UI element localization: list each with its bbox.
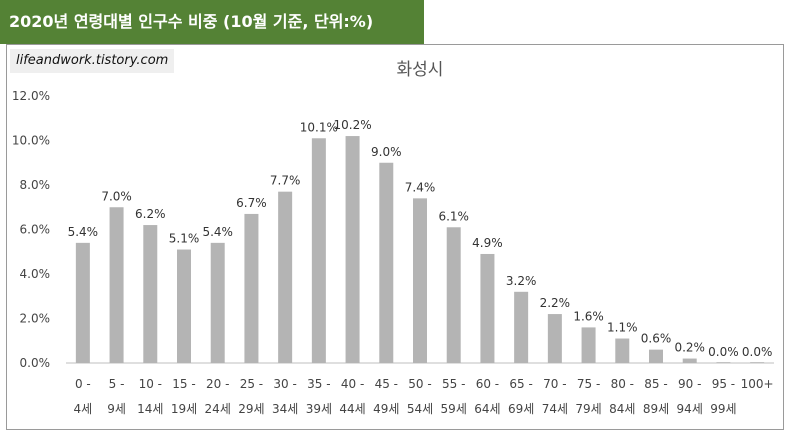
x-tick-label: 50 -	[408, 377, 431, 391]
x-tick-label: 85 -	[644, 377, 667, 391]
y-tick-label: 4.0%	[20, 267, 51, 281]
y-tick-label: 0.0%	[20, 356, 51, 370]
y-tick-label: 10.0%	[12, 134, 50, 148]
x-tick-label: 90 -	[678, 377, 701, 391]
data-label: 4.9%	[472, 236, 503, 250]
y-tick-label: 6.0%	[20, 223, 51, 237]
data-label: 1.1%	[607, 321, 638, 335]
x-tick-label: 70 -	[543, 377, 566, 391]
bar	[581, 327, 596, 363]
bar	[210, 242, 225, 363]
x-tick-label-line2: 59세	[441, 402, 467, 416]
x-tick-label-line2: 24세	[205, 402, 231, 416]
x-tick-label-line2: 19세	[171, 402, 197, 416]
bar	[615, 338, 630, 363]
x-tick-label-line2: 4세	[74, 402, 93, 416]
bar	[514, 291, 529, 363]
bar	[649, 349, 663, 363]
bar	[446, 227, 461, 363]
x-tick-label: 0 -	[75, 377, 91, 391]
x-tick-label: 5 -	[109, 377, 125, 391]
bar	[311, 138, 326, 363]
data-labels: 5.4%7.0%6.2%5.1% 5.4%6.7%7.7%10.1%10.2%9.…	[68, 118, 773, 359]
x-tick-label-line2: 69세	[508, 402, 534, 416]
y-tick-label: 2.0%	[20, 312, 51, 326]
x-tick-label: 20 -	[206, 377, 229, 391]
x-tick-label-line2: 44세	[339, 402, 365, 416]
x-tick-label-line2: 99세	[710, 402, 736, 416]
bar-series	[75, 136, 765, 363]
data-label: 6.2%	[135, 207, 166, 221]
x-tick-label: 65 -	[509, 377, 532, 391]
data-label: 7.4%	[405, 180, 436, 194]
bar	[143, 225, 158, 363]
data-label: 0.0%	[742, 345, 773, 359]
x-tick-label: 35 -	[307, 377, 330, 391]
data-label: 5.4%	[68, 225, 99, 239]
x-tick-label: 75 -	[577, 377, 600, 391]
chart-title: 화성시	[397, 60, 444, 80]
bar	[413, 198, 427, 363]
x-tick-label-line2: 14세	[137, 402, 163, 416]
bar	[379, 162, 394, 363]
x-tick-label-line2: 54세	[407, 402, 433, 416]
x-tick-label: 40 -	[341, 377, 364, 391]
watermark-text: lifeandwork.tistory.com	[10, 49, 175, 73]
x-tick-label-line2: 94세	[677, 402, 703, 416]
y-tick-label: 12.0%	[12, 89, 50, 103]
x-tick-label: 10 -	[139, 377, 162, 391]
chart-frame	[6, 44, 784, 430]
y-axis: 0.0% 2.0% 4.0% 6.0% 8.0% 10.0% 12.0%	[12, 89, 50, 370]
x-tick-label-line2: 84세	[609, 402, 635, 416]
x-tick-label: 80 -	[611, 377, 634, 391]
x-tick-label-line2: 64세	[474, 402, 500, 416]
bar	[109, 207, 124, 363]
data-label: 9.0%	[371, 145, 402, 159]
x-tick-label: 95 -	[712, 377, 735, 391]
data-label: 0.0%	[708, 345, 739, 359]
x-tick-label: 100+	[741, 377, 774, 391]
bar	[480, 253, 495, 363]
x-tick-label-line2: 9세	[107, 402, 126, 416]
x-tick-label: 25 -	[240, 377, 263, 391]
bar	[345, 136, 360, 363]
data-label: 0.6%	[641, 332, 672, 346]
x-tick-label: 30 -	[273, 377, 296, 391]
bar	[682, 358, 697, 363]
y-tick-label: 8.0%	[20, 178, 51, 192]
x-tick-label-line2: 39세	[306, 402, 332, 416]
x-tick-label: 15 -	[172, 377, 195, 391]
data-label: 7.0%	[101, 189, 132, 203]
bar	[716, 362, 731, 363]
x-tick-label-line2: 29세	[238, 402, 264, 416]
bar	[278, 191, 293, 363]
x-tick-label-line2: 89세	[643, 402, 669, 416]
bar	[177, 249, 191, 363]
bar	[750, 362, 765, 363]
data-label: 10.1%	[300, 120, 338, 134]
data-label: 3.2%	[506, 274, 537, 288]
x-tick-label-line2: 79세	[575, 402, 601, 416]
data-label: 6.7%	[236, 196, 267, 210]
x-tick-label: 55 -	[442, 377, 465, 391]
bar	[75, 242, 90, 363]
x-tick-label-line2: 49세	[373, 402, 399, 416]
x-tick-label: 60 -	[476, 377, 499, 391]
bar	[244, 213, 259, 363]
data-label: 6.1%	[438, 209, 469, 223]
data-label: 0.2%	[674, 341, 705, 355]
data-label: 1.6%	[573, 309, 604, 323]
data-label: 7.7%	[270, 174, 301, 188]
data-label: 5.4%	[202, 225, 233, 239]
x-tick-label-line2: 74세	[542, 402, 568, 416]
x-tick-label: 45 -	[375, 377, 398, 391]
x-axis: 0 - 4세 5 - 9세 10 - 14세 15 - 19세 20 - 24세 25 - 29세 30…	[74, 377, 774, 416]
data-label: 2.2%	[540, 296, 571, 310]
data-label: 5.1%	[169, 232, 200, 246]
chart-banner-title: 2020년 연령대별 인구수 비중 (10월 기준, 단위:%)	[0, 0, 424, 44]
bar	[547, 314, 562, 363]
data-label: 10.2%	[334, 118, 372, 132]
x-tick-label-line2: 34세	[272, 402, 298, 416]
